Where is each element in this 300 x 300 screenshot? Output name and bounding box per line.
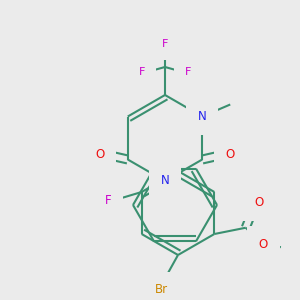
Text: F: F	[139, 67, 145, 77]
Text: O: O	[95, 148, 104, 161]
Text: F: F	[104, 194, 111, 206]
Text: O: O	[259, 238, 268, 251]
Text: F: F	[162, 39, 168, 49]
Text: Br: Br	[155, 284, 168, 296]
Text: O: O	[254, 196, 263, 209]
Text: N: N	[160, 175, 169, 188]
Text: F: F	[185, 67, 191, 77]
Text: N: N	[198, 110, 207, 123]
Text: O: O	[226, 148, 235, 161]
